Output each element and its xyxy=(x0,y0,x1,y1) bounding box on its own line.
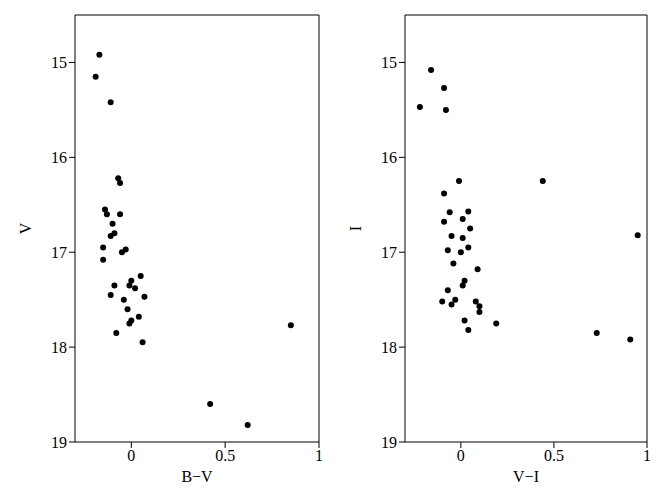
svg-text:15: 15 xyxy=(51,54,67,71)
svg-text:17: 17 xyxy=(381,244,397,261)
svg-text:0: 0 xyxy=(457,447,465,464)
svg-text:15: 15 xyxy=(381,54,397,71)
svg-text:0: 0 xyxy=(127,447,135,464)
svg-text:1: 1 xyxy=(643,447,651,464)
svg-text:18: 18 xyxy=(381,339,397,356)
svg-text:B−V: B−V xyxy=(181,468,213,482)
svg-text:0.5: 0.5 xyxy=(215,447,235,464)
svg-text:16: 16 xyxy=(51,149,67,166)
svg-text:I: I xyxy=(347,226,364,231)
svg-text:1: 1 xyxy=(315,447,323,464)
svg-text:0.5: 0.5 xyxy=(544,447,564,464)
svg-text:19: 19 xyxy=(51,434,67,451)
svg-text:18: 18 xyxy=(51,339,67,356)
svg-text:17: 17 xyxy=(51,244,67,261)
svg-text:16: 16 xyxy=(381,149,397,166)
svg-text:V: V xyxy=(17,222,34,234)
svg-text:V−I: V−I xyxy=(513,468,539,482)
svg-text:19: 19 xyxy=(381,434,397,451)
